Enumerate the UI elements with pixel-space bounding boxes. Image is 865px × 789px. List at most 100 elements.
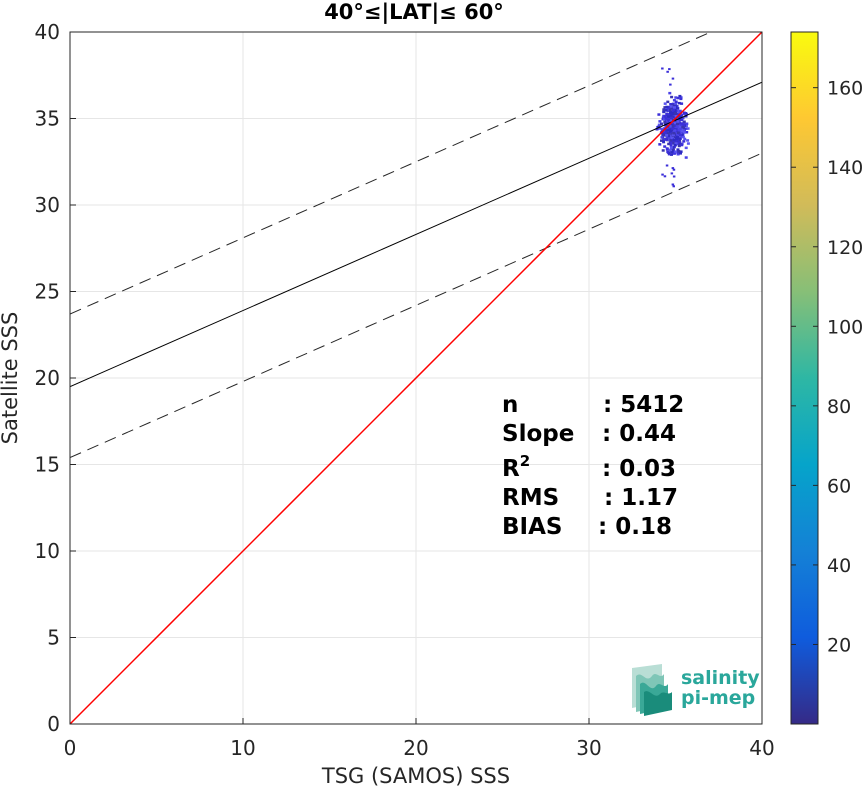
density-cell: [670, 153, 673, 156]
density-cell: [676, 120, 680, 123]
x-axis-ticks: 0 10 20 30 40: [64, 718, 775, 760]
density-cell: [670, 133, 674, 136]
density-cell: [681, 125, 685, 129]
density-cell: [669, 114, 673, 117]
density-cell: [684, 127, 688, 130]
density-cell: [673, 106, 676, 109]
density-cell: [672, 138, 676, 141]
density-cell: [673, 128, 677, 132]
x-tick-label: 40: [749, 736, 774, 760]
density-cell: [669, 119, 672, 122]
y-tick-label: 25: [35, 280, 60, 304]
density-cell: [671, 167, 675, 170]
logo-line1: salinity: [681, 667, 760, 689]
density-cell: [678, 126, 682, 129]
density-cell: [672, 115, 676, 118]
density-cell: [666, 132, 670, 135]
density-cell: [672, 120, 676, 124]
density-cell: [678, 137, 682, 140]
density-cell: [661, 67, 664, 70]
density-cell: [682, 120, 686, 123]
density-cell: [678, 127, 682, 131]
density-cell: [663, 102, 667, 105]
density-cell: [665, 148, 669, 151]
density-cell: [678, 94, 682, 98]
x-tick-label: 0: [64, 736, 77, 760]
density-cell: [672, 141, 676, 145]
y-tick-label: 15: [35, 453, 60, 477]
density-cell: [677, 150, 681, 153]
density-cell: [678, 141, 682, 144]
density-cell: [657, 125, 660, 129]
density-cell: [667, 118, 670, 121]
fit-upper-bound-line: [70, 32, 713, 315]
density-cell: [663, 175, 667, 178]
logo-line2: pi-mep: [681, 687, 755, 709]
density-cell: [680, 143, 684, 147]
fit-line: [70, 81, 762, 388]
density-cell: [663, 120, 667, 124]
y-axis-ticks: 0 5 10 15 20 25 30 35 40: [35, 20, 76, 736]
density-cell: [676, 122, 679, 126]
density-cell: [667, 113, 671, 116]
density-cell: [676, 153, 680, 156]
density-cell: [682, 129, 686, 132]
density-cell: [663, 145, 667, 148]
density-cell: [672, 145, 676, 149]
chart-title: 40°≤|LAT|≤ 60°: [324, 0, 504, 25]
density-cell: [655, 128, 659, 131]
density-cell: [670, 150, 674, 154]
y-tick-label: 5: [47, 626, 60, 650]
density-cell: [661, 133, 665, 136]
density-cell: [665, 115, 669, 119]
density-cell: [671, 108, 675, 112]
density-cells: [655, 67, 690, 188]
density-cell: [669, 139, 673, 142]
density-cell: [684, 124, 688, 128]
density-cell: [677, 134, 681, 138]
one-to-one-line: [70, 32, 762, 724]
colorbar-ticks: 20 40 60 80 100 120 140 160: [791, 78, 863, 656]
density-cell: [679, 130, 682, 133]
colorbar-tick-label: 60: [827, 475, 851, 497]
density-cell: [677, 130, 681, 133]
density-cell: [666, 70, 669, 73]
density-cell: [671, 133, 675, 136]
density-cell: [684, 112, 688, 115]
density-cell: [682, 111, 686, 114]
stat-n-value: : 5412: [603, 392, 684, 418]
density-cell: [666, 115, 670, 118]
density-cell: [665, 105, 669, 109]
density-cell: [685, 131, 689, 134]
density-cell: [665, 134, 669, 137]
stat-r2-base: R: [502, 456, 520, 482]
density-cell: [673, 130, 676, 133]
stat-r2-sup: 2: [520, 452, 530, 470]
density-cell: [674, 100, 678, 103]
density-cell: [671, 183, 675, 186]
density-cell: [668, 130, 672, 133]
density-cell: [684, 146, 688, 150]
density-cell: [663, 106, 667, 109]
y-axis-label: Satellite SSS: [0, 312, 22, 445]
density-cell: [660, 122, 663, 126]
density-cell: [673, 121, 677, 125]
density-cell: [680, 124, 684, 127]
density-cell: [664, 125, 668, 128]
x-axis-label: TSG (SAMOS) SSS: [321, 764, 510, 788]
density-cell: [666, 128, 670, 132]
density-cell: [667, 142, 671, 146]
stat-r2-value: : 0.03: [602, 456, 676, 482]
density-cell: [669, 127, 673, 130]
density-cell: [672, 99, 676, 102]
density-cell: [672, 132, 676, 135]
density-cell: [657, 113, 661, 116]
x-tick-label: 30: [576, 736, 601, 760]
density-cell: [675, 129, 679, 133]
density-cell: [668, 128, 672, 132]
y-tick-label: 10: [35, 539, 60, 563]
density-cell: [679, 150, 683, 153]
density-cell: [672, 168, 676, 171]
colorbar: [790, 31, 819, 725]
